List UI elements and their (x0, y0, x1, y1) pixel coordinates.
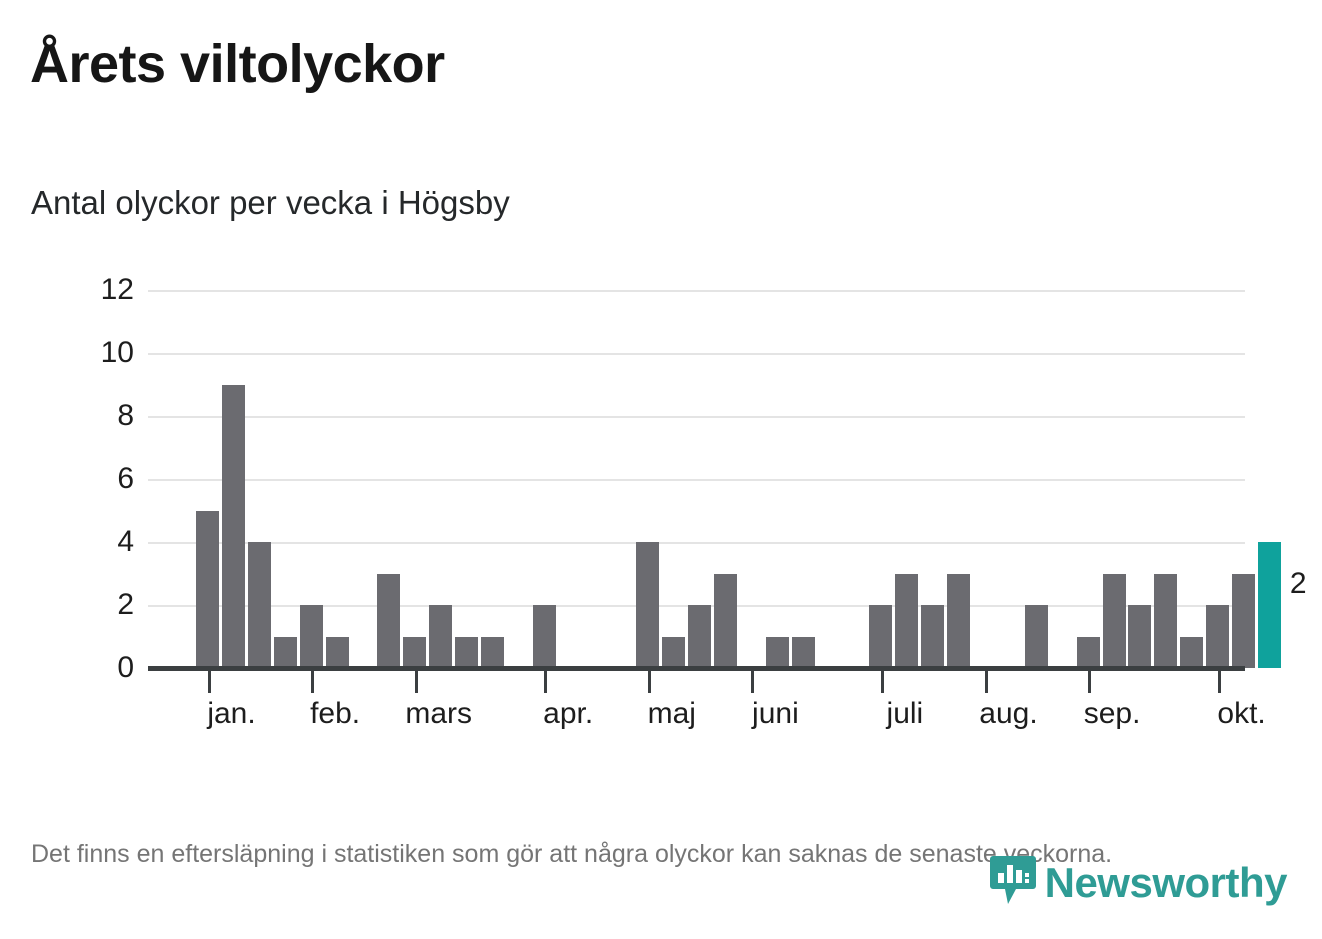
bar[interactable] (1206, 605, 1230, 668)
y-axis-labels: 0 2 4 6 8 10 12 (30, 275, 134, 683)
y-axis-tick-label: 8 (117, 399, 134, 432)
bar[interactable] (221, 384, 245, 668)
x-axis-tick (1088, 671, 1092, 693)
newsworthy-wordmark: Newsworthy (1044, 858, 1288, 906)
x-axis-tick (414, 671, 418, 693)
gridline (148, 416, 1245, 418)
bar[interactable] (895, 573, 919, 668)
bar[interactable] (1128, 605, 1152, 668)
x-axis-line (148, 666, 1245, 671)
bar[interactable] (429, 605, 453, 668)
bar[interactable] (532, 605, 556, 668)
bar[interactable] (662, 636, 686, 668)
y-axis-tick-label: 2 (117, 588, 134, 621)
y-axis-tick-label: 12 (100, 273, 134, 306)
page-title: Årets viltolyckor (30, 34, 445, 94)
gridline (148, 353, 1245, 355)
bar[interactable] (1024, 605, 1048, 668)
x-axis-tick-label: juni (752, 697, 799, 730)
y-axis-tick-label: 0 (117, 651, 134, 684)
bar[interactable] (869, 605, 893, 668)
bar[interactable] (377, 573, 401, 668)
gridline (148, 290, 1245, 292)
x-axis-tick (984, 671, 988, 693)
bar[interactable] (921, 605, 945, 668)
x-axis-tick (311, 671, 315, 693)
bar[interactable] (455, 636, 478, 668)
gridline (148, 479, 1245, 481)
bar[interactable] (1154, 573, 1178, 668)
x-axis-tick-label: mars (405, 697, 473, 730)
bar[interactable] (273, 636, 297, 668)
chart-subtitle: Antal olyckor per vecka i Högsby (31, 184, 510, 221)
x-axis-tick (647, 671, 651, 693)
x-axis-tick-label: okt. (1217, 697, 1266, 730)
bar[interactable] (688, 605, 712, 668)
x-axis-tick-label: aug. (979, 697, 1038, 730)
x-axis-tick (544, 671, 548, 693)
x-axis-tick-label: sep. (1083, 697, 1141, 730)
newsworthy-logo[interactable]: Newsworthy (989, 855, 1288, 910)
x-axis-ticks (148, 671, 1245, 695)
x-axis-labels: jan. feb. mars apr. maj juni juli aug. sep. okt. (148, 694, 1265, 738)
y-axis-tick-label: 4 (117, 525, 134, 558)
bar-series: 2 (148, 290, 1307, 668)
x-axis-tick-label: maj (647, 697, 696, 730)
x-axis-tick-label: feb. (310, 697, 361, 730)
y-axis-tick-label: 6 (117, 462, 134, 495)
bar[interactable] (636, 542, 660, 668)
bar[interactable] (714, 573, 737, 668)
y-axis-tick-label: 10 (100, 336, 134, 369)
x-axis-tick (207, 671, 211, 693)
bar[interactable] (403, 636, 427, 668)
bar[interactable] (480, 636, 504, 668)
x-axis-tick (1217, 671, 1221, 693)
bar[interactable] (791, 636, 815, 668)
bar[interactable] (765, 636, 789, 668)
bar-value-label: 2 (1289, 567, 1307, 600)
x-axis-tick-label: juli (886, 697, 924, 730)
x-axis-tick (880, 671, 884, 693)
chart-note: Det finns en eftersläpning i statistiken… (31, 840, 1113, 868)
bar[interactable] (1232, 573, 1255, 668)
bar[interactable] (299, 605, 323, 668)
bar[interactable] (1180, 636, 1204, 668)
gridline (148, 542, 1245, 544)
newsworthy-bars-bubble-icon (989, 855, 1036, 910)
bar-highlighted[interactable] (1257, 542, 1281, 668)
plot-area: 2 (148, 290, 1307, 671)
bar[interactable] (947, 573, 971, 668)
bar[interactable] (247, 542, 271, 668)
x-axis-tick-label: apr. (543, 697, 594, 730)
bar-chart: 0 2 4 6 8 10 12 2 jan. feb. mars apr. maj juni juli a… (30, 262, 1307, 732)
x-axis-tick (751, 671, 755, 693)
bar[interactable] (325, 636, 349, 668)
bar[interactable] (1076, 636, 1100, 668)
bar[interactable] (1102, 573, 1126, 668)
bar[interactable] (196, 510, 219, 668)
x-axis-tick-label: jan. (207, 697, 256, 730)
